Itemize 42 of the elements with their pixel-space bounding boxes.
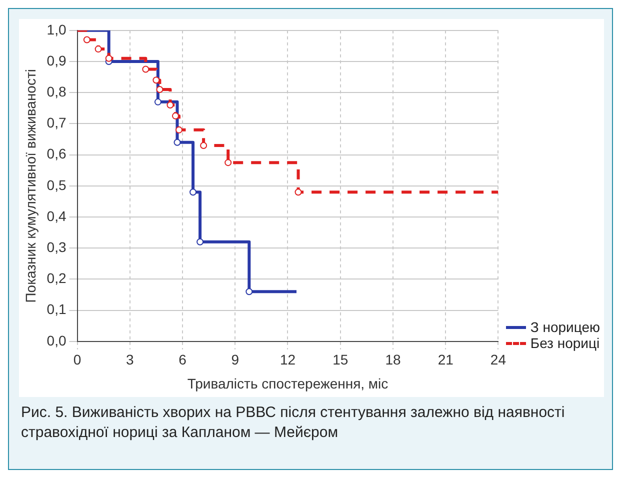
y-tick-label: 0,7 xyxy=(46,114,66,131)
point xyxy=(154,98,162,106)
y-tick-label: 0,5 xyxy=(46,176,66,193)
y-tick-label: 1,0 xyxy=(46,21,66,38)
x-tick-label: 18 xyxy=(385,352,401,368)
point xyxy=(166,102,174,109)
x-tick-label: 3 xyxy=(126,352,134,368)
y-tick-label: 0,0 xyxy=(46,332,66,348)
point xyxy=(156,86,164,93)
x-tick-label: 0 xyxy=(73,352,82,368)
x-axis-title: Тривалість спостереження, міс xyxy=(187,375,388,392)
point xyxy=(172,112,179,120)
point xyxy=(105,54,112,62)
x-tick-label: 15 xyxy=(332,352,348,368)
point xyxy=(200,142,208,149)
x-tick-label: 21 xyxy=(438,352,454,368)
y-axis-title: Показник кумулятивної виживаності xyxy=(22,69,38,303)
point xyxy=(246,288,253,296)
point xyxy=(294,188,302,196)
point xyxy=(174,138,181,146)
point xyxy=(83,36,90,44)
y-tick-label: 0,9 xyxy=(46,52,66,68)
x-tick-label: 9 xyxy=(231,352,240,368)
point xyxy=(196,238,204,246)
y-tick-label: 0,8 xyxy=(46,83,66,100)
text: Рис. 5. Виживаність хворих на РВВС після стентування залежно від наявності стравохідної нориці за Капланом — Мейєром xyxy=(21,403,566,443)
point xyxy=(224,159,232,166)
x-tick-label: 12 xyxy=(280,352,296,368)
x-tick-label: 6 xyxy=(178,352,187,368)
y-tick-label: 0,2 xyxy=(46,270,66,286)
point xyxy=(152,76,160,84)
legend-label: З норицею xyxy=(530,319,600,335)
legend-label: Без нориці xyxy=(530,335,600,351)
point xyxy=(94,46,102,53)
y-tick-label: 0,6 xyxy=(46,146,66,162)
y-tick-label: 0,4 xyxy=(46,208,66,224)
y-tick-label: 0,3 xyxy=(46,238,66,255)
point xyxy=(190,188,197,196)
point xyxy=(175,126,182,134)
x-tick-label: 24 xyxy=(490,352,506,368)
point xyxy=(142,66,150,73)
y-tick-label: 0,1 xyxy=(46,301,66,318)
